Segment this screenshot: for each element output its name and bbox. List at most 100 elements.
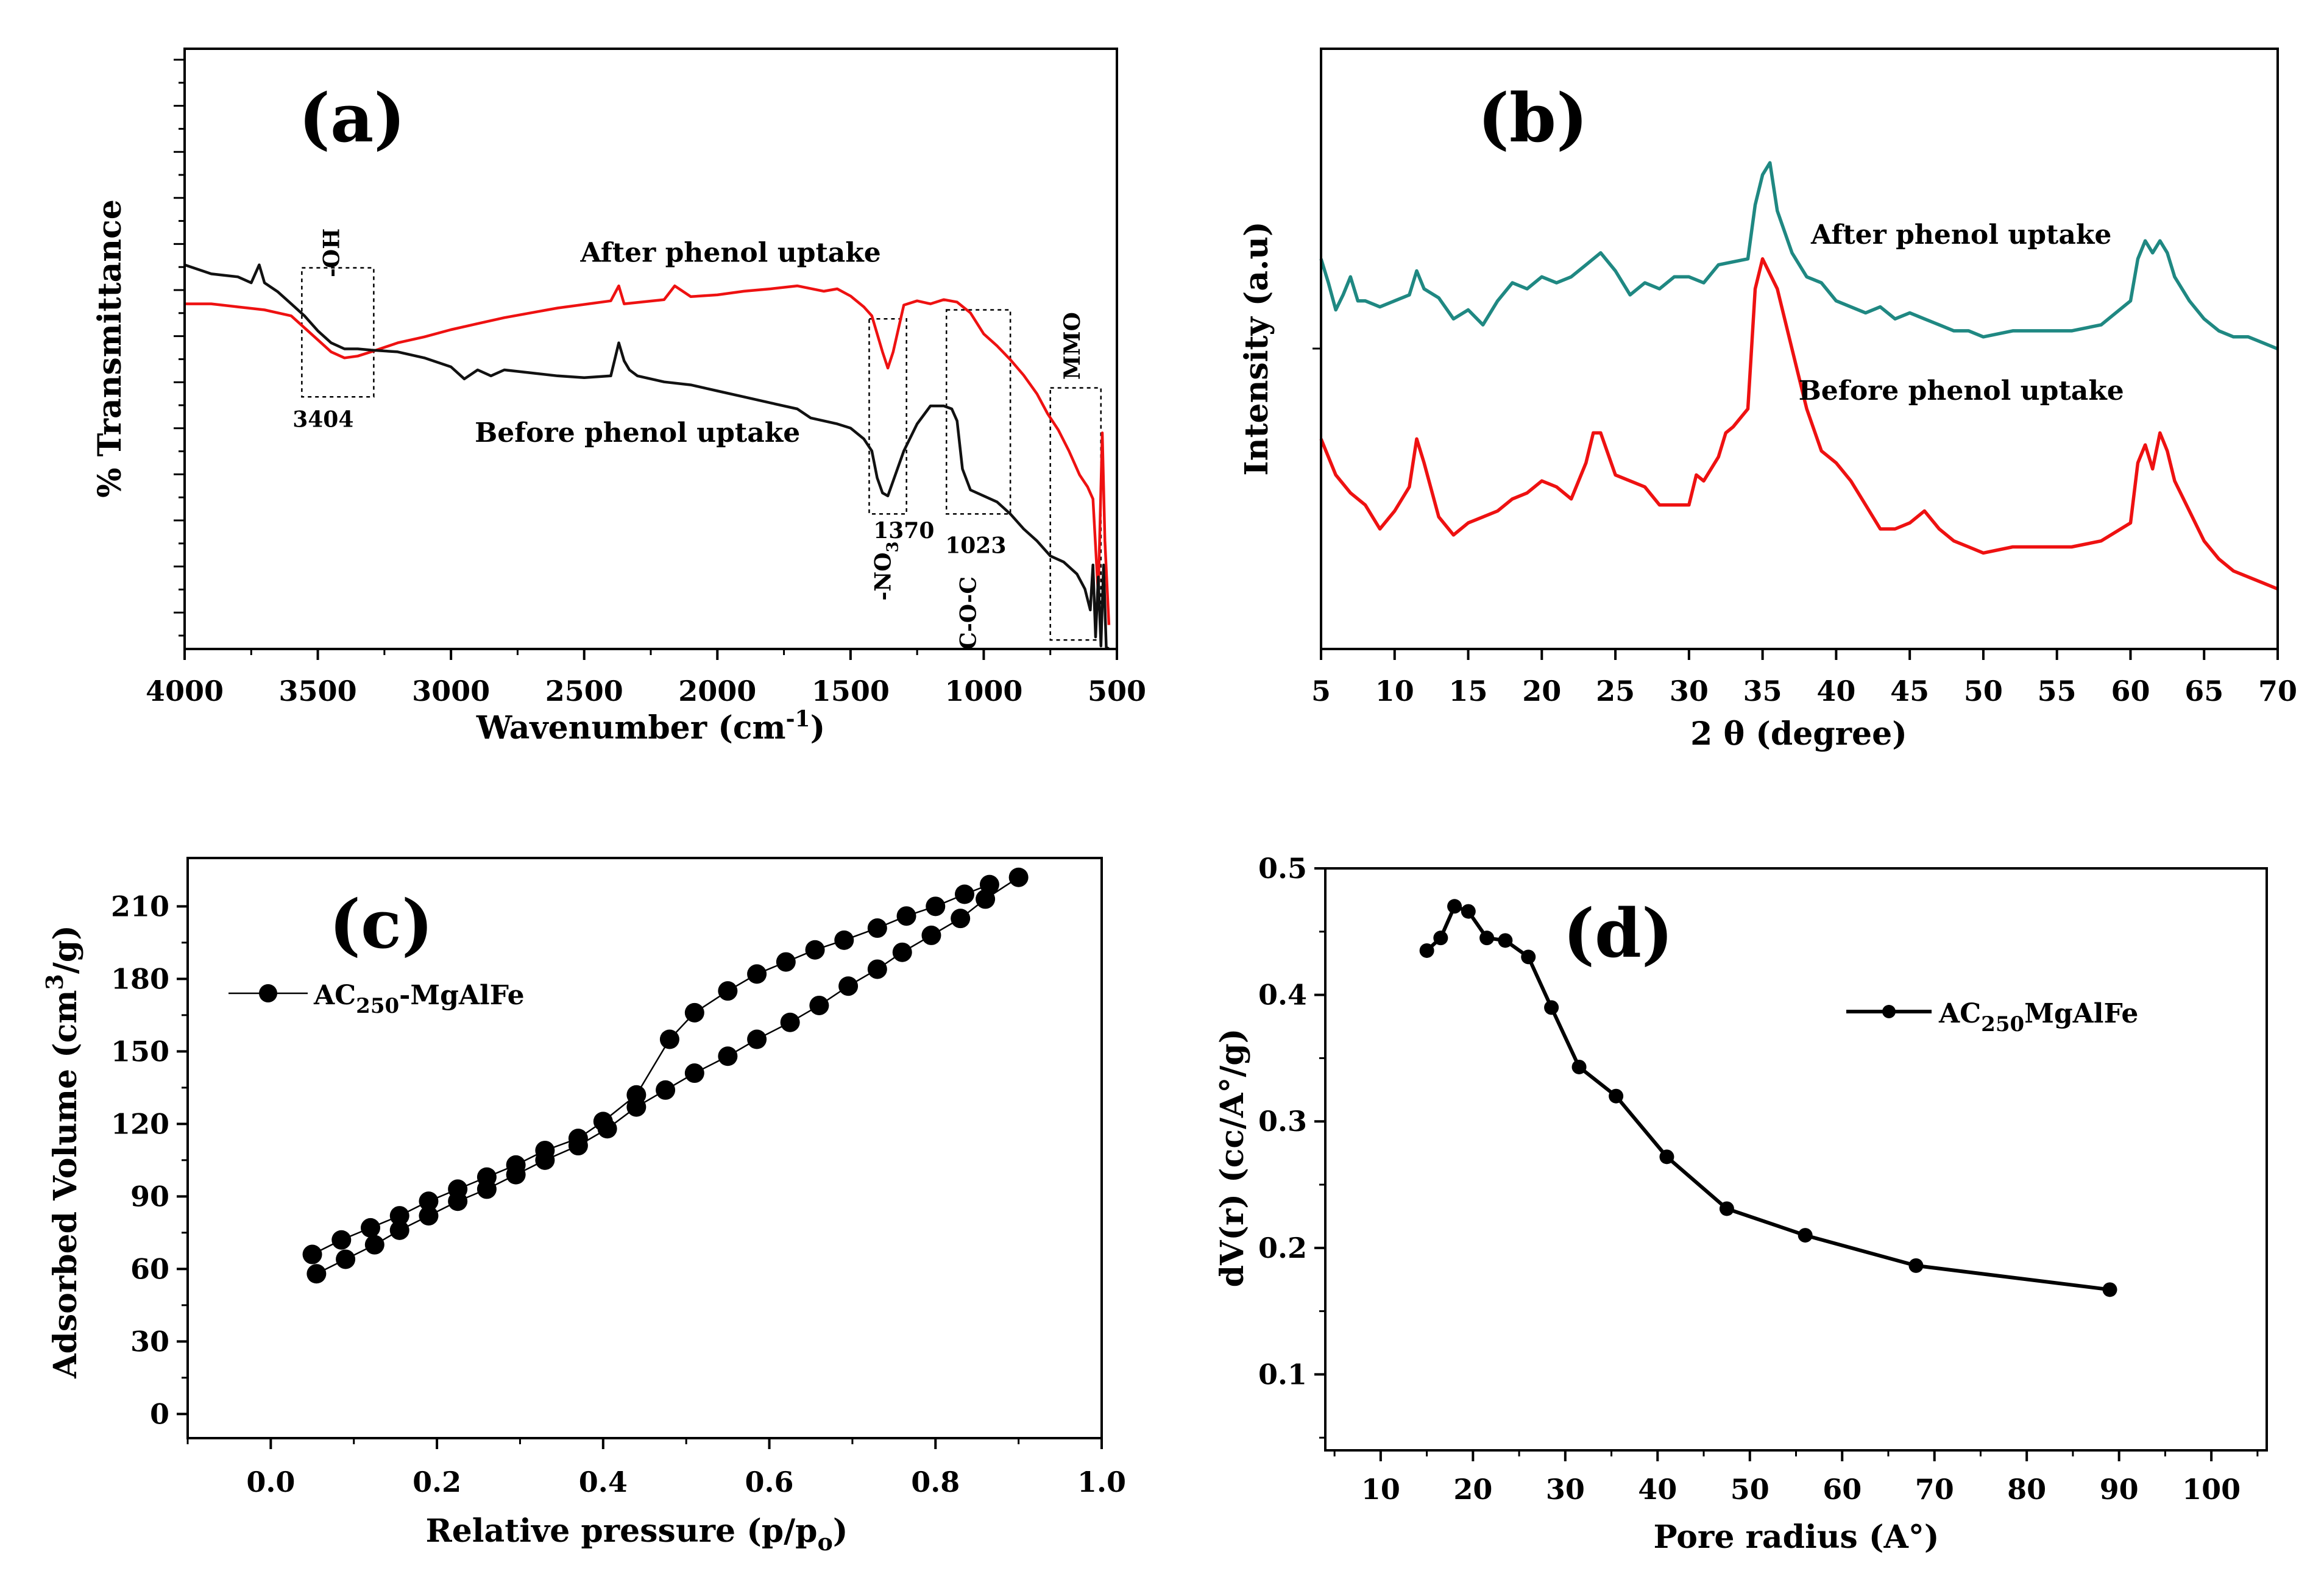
data-point xyxy=(1571,1059,1587,1074)
data-point-desorption xyxy=(302,1244,322,1264)
x-tick-label: 30 xyxy=(1546,1473,1585,1506)
panel-c-legend: AC250-MgAlFe xyxy=(229,980,525,1018)
x-tick-label: 65 xyxy=(2184,675,2223,707)
x-tick-label: 3000 xyxy=(412,675,490,707)
data-point-desorption xyxy=(776,952,796,972)
panel-c-legend-marker xyxy=(259,984,277,1002)
x-tick-label: 20 xyxy=(1522,675,1561,707)
x-tick-label: 100 xyxy=(2182,1473,2241,1506)
panel-d-ticks: 10 20 30 40 50 60 70 80 90 100 0.1 0.2 0.3 0.4 0.5 xyxy=(1258,852,2259,1506)
data-point-adsorption xyxy=(684,1063,704,1083)
data-point-adsorption xyxy=(780,1012,800,1032)
x-tick-label: 20 xyxy=(1453,1473,1492,1506)
peak-annotation: C-O-C xyxy=(955,576,981,650)
annotation-text: -NO xyxy=(870,552,896,600)
panel-a-series xyxy=(184,263,1111,650)
y-tick-label: 0 xyxy=(150,1397,169,1430)
panel-b-series xyxy=(1319,161,2279,591)
series-line-after-phenol xyxy=(1319,161,2279,351)
y-tick-label: 90 xyxy=(130,1180,169,1213)
data-point xyxy=(1461,904,1476,919)
peak-annotation: -OH xyxy=(319,229,345,277)
panel-d-pore-distribution: 10 20 30 40 50 60 70 80 90 100 0.1 0.2 0.3 0.4 0.5 (d)… xyxy=(1214,852,2268,1556)
panel-c-isotherm: 0.0 0.2 0.4 0.6 0.8 1.0 0 30 60 90 120 150 180 210 (c… xyxy=(41,857,1126,1556)
data-point-desorption xyxy=(419,1191,439,1211)
panel-d-legend-label: AC250MgAlFe xyxy=(1938,998,2138,1037)
series-line-after-phenol xyxy=(185,284,1111,625)
panel-b-labels: After phenol uptake Before phenol uptake xyxy=(1799,219,2124,406)
data-point-adsorption xyxy=(656,1080,676,1100)
x-tick-label: 0.6 xyxy=(745,1466,794,1498)
panel-c-ticks: 0.0 0.2 0.4 0.6 0.8 1.0 0 30 60 90 120 150 180 210 xyxy=(111,890,1126,1498)
panel-c-y-axis-title: Adsorbed Volume (cm3/g) xyxy=(41,925,84,1379)
data-point-adsorption xyxy=(747,1029,767,1049)
x-tick-label: 50 xyxy=(1964,675,2003,707)
y-tick-label: 0.1 xyxy=(1258,1358,1307,1391)
data-point xyxy=(2102,1282,2117,1297)
x-tick-label: 60 xyxy=(1823,1473,1862,1506)
y-tick-label: 210 xyxy=(111,890,169,923)
peak-annotation: -NO3 xyxy=(870,541,902,600)
panel-b-ticks: 5 10 15 20 25 30 35 40 45 50 55 60 65 70 xyxy=(1311,347,2297,707)
dashed-region-box xyxy=(945,309,1011,515)
data-point xyxy=(1521,949,1536,965)
data-point-desorption xyxy=(834,930,854,950)
series-label: After phenol uptake xyxy=(579,238,880,269)
y-tick-label: 0.4 xyxy=(1258,979,1307,1012)
data-point-desorption xyxy=(718,981,738,1001)
data-point-desorption xyxy=(684,1002,704,1023)
x-tick-label: 1.0 xyxy=(1077,1466,1126,1498)
x-tick-label: 2000 xyxy=(678,675,756,707)
panel-c-series xyxy=(302,867,1029,1284)
panel-a-x-axis-title: Wavenumber (cm-1) xyxy=(476,706,825,746)
x-tick-label: 0.0 xyxy=(246,1466,295,1498)
x-tick-label: 15 xyxy=(1449,675,1488,707)
peak-annotation: 1023 xyxy=(945,533,1006,558)
data-point xyxy=(1419,943,1434,958)
x-tick-label: 50 xyxy=(1731,1473,1770,1506)
x-tick-label: 0.2 xyxy=(413,1466,461,1498)
panel-b-y-axis-title: Intensity (a.u) xyxy=(1238,221,1275,475)
panel-d-legend: AC250MgAlFe xyxy=(1846,998,2138,1037)
series-label: Before phenol uptake xyxy=(475,417,800,449)
x-tick-label: 0.8 xyxy=(911,1466,960,1498)
x-tick-label: 40 xyxy=(1638,1473,1677,1506)
data-point-adsorption xyxy=(718,1046,738,1066)
data-point-desorption xyxy=(747,964,767,984)
series-line-before-phenol xyxy=(184,263,1110,650)
panel-c-legend-label: AC250-MgAlFe xyxy=(313,980,525,1018)
x-tick-label: 90 xyxy=(2100,1473,2139,1506)
series-label: Before phenol uptake xyxy=(1799,375,2124,406)
x-tick-label: 35 xyxy=(1743,675,1782,707)
data-point-adsorption xyxy=(921,925,941,945)
x-tick-label: 60 xyxy=(2111,675,2150,707)
x-tick-label: 500 xyxy=(1088,675,1146,707)
panel-c-label: (c) xyxy=(329,885,433,963)
data-point-adsorption xyxy=(951,909,971,929)
data-point-desorption xyxy=(979,874,999,895)
y-tick-label: 30 xyxy=(130,1325,169,1358)
data-point-desorption xyxy=(331,1230,352,1250)
y-tick-label: 150 xyxy=(111,1035,169,1068)
panel-d-frame xyxy=(1324,867,2268,1452)
data-point-adsorption xyxy=(809,995,829,1015)
data-point xyxy=(1719,1201,1734,1216)
panel-d-y-axis-title: dV(r) (cc/A°/g) xyxy=(1214,1029,1251,1288)
data-point-adsorption xyxy=(838,976,859,996)
panel-c-frame xyxy=(186,857,1103,1439)
peak-annotation: 3404 xyxy=(292,407,353,433)
x-tick-label: 1500 xyxy=(812,675,890,707)
dashed-region-box xyxy=(868,318,907,515)
data-point-desorption xyxy=(448,1179,468,1199)
y-tick-label: 120 xyxy=(111,1107,169,1140)
x-tick-label: 45 xyxy=(1890,675,1929,707)
data-point-desorption xyxy=(568,1129,588,1149)
peak-annotation: 1370 xyxy=(873,518,934,544)
x-tick-label: 40 xyxy=(1816,675,1855,707)
panel-d-x-axis-title: Pore radius (A°) xyxy=(1654,1519,1940,1556)
x-tick-label: 10 xyxy=(1361,1473,1400,1506)
data-point-desorption xyxy=(659,1029,679,1049)
data-point-desorption xyxy=(867,918,887,938)
data-point-adsorption xyxy=(867,959,887,979)
annotation-text: 3404 xyxy=(292,407,353,433)
